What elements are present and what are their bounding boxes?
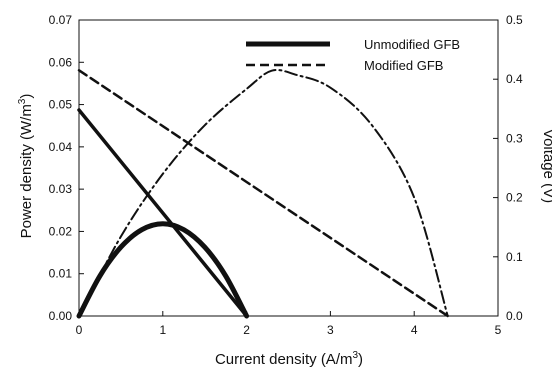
y-axis-right: 0.0 0.1 0.2 0.3 0.4 0.5 — [493, 13, 523, 323]
y-right-tick-label: 0.3 — [506, 131, 523, 145]
y-axis-right-title: Voltage (V) — [540, 129, 552, 203]
x-tick-label: 3 — [327, 323, 334, 337]
legend-label: Modified GFB — [364, 58, 443, 73]
modified-power-line — [78, 69, 449, 317]
x-tick-label: 4 — [411, 323, 418, 337]
y-left-tick-label: 0.03 — [49, 182, 73, 196]
y-left-tick-label: 0.04 — [49, 140, 73, 154]
y-left-tick-label: 0.02 — [49, 224, 73, 238]
y-left-tick-label: 0.05 — [49, 98, 73, 112]
modified-voltage-line — [77, 69, 449, 318]
unmodified-power-line — [76, 221, 250, 319]
y-axis-left: 0.00 0.01 0.02 0.03 0.04 0.05 0.06 0.07 — [49, 13, 84, 323]
legend-label: Unmodified GFB — [364, 37, 460, 52]
y-left-tick-label: 0.00 — [49, 309, 73, 323]
y-right-tick-label: 0.5 — [506, 13, 523, 27]
y-right-tick-label: 0.2 — [506, 191, 523, 205]
x-axis-title: Current density (A/m3) — [215, 350, 363, 368]
y-left-tick-label: 0.07 — [49, 13, 73, 27]
x-tick-label: 0 — [76, 323, 83, 337]
y-right-tick-label: 0.1 — [506, 250, 523, 264]
x-tick-label: 5 — [495, 323, 502, 337]
x-axis: 0 1 2 3 4 5 — [76, 311, 502, 337]
x-tick-label: 1 — [159, 323, 166, 337]
plot-border — [78, 19, 499, 317]
y-axis-left-title: Power density (W/m3) — [17, 94, 35, 239]
legend: Unmodified GFB Modified GFB — [246, 37, 460, 73]
plot-frame — [78, 19, 499, 317]
y-right-tick-label: 0.0 — [506, 309, 523, 323]
y-left-tick-label: 0.06 — [49, 55, 73, 69]
y-left-tick-label: 0.01 — [49, 267, 73, 281]
x-tick-label: 2 — [243, 323, 250, 337]
y-right-tick-label: 0.4 — [506, 72, 523, 86]
series-layer — [76, 69, 449, 319]
unmodified-voltage-line — [77, 108, 249, 318]
